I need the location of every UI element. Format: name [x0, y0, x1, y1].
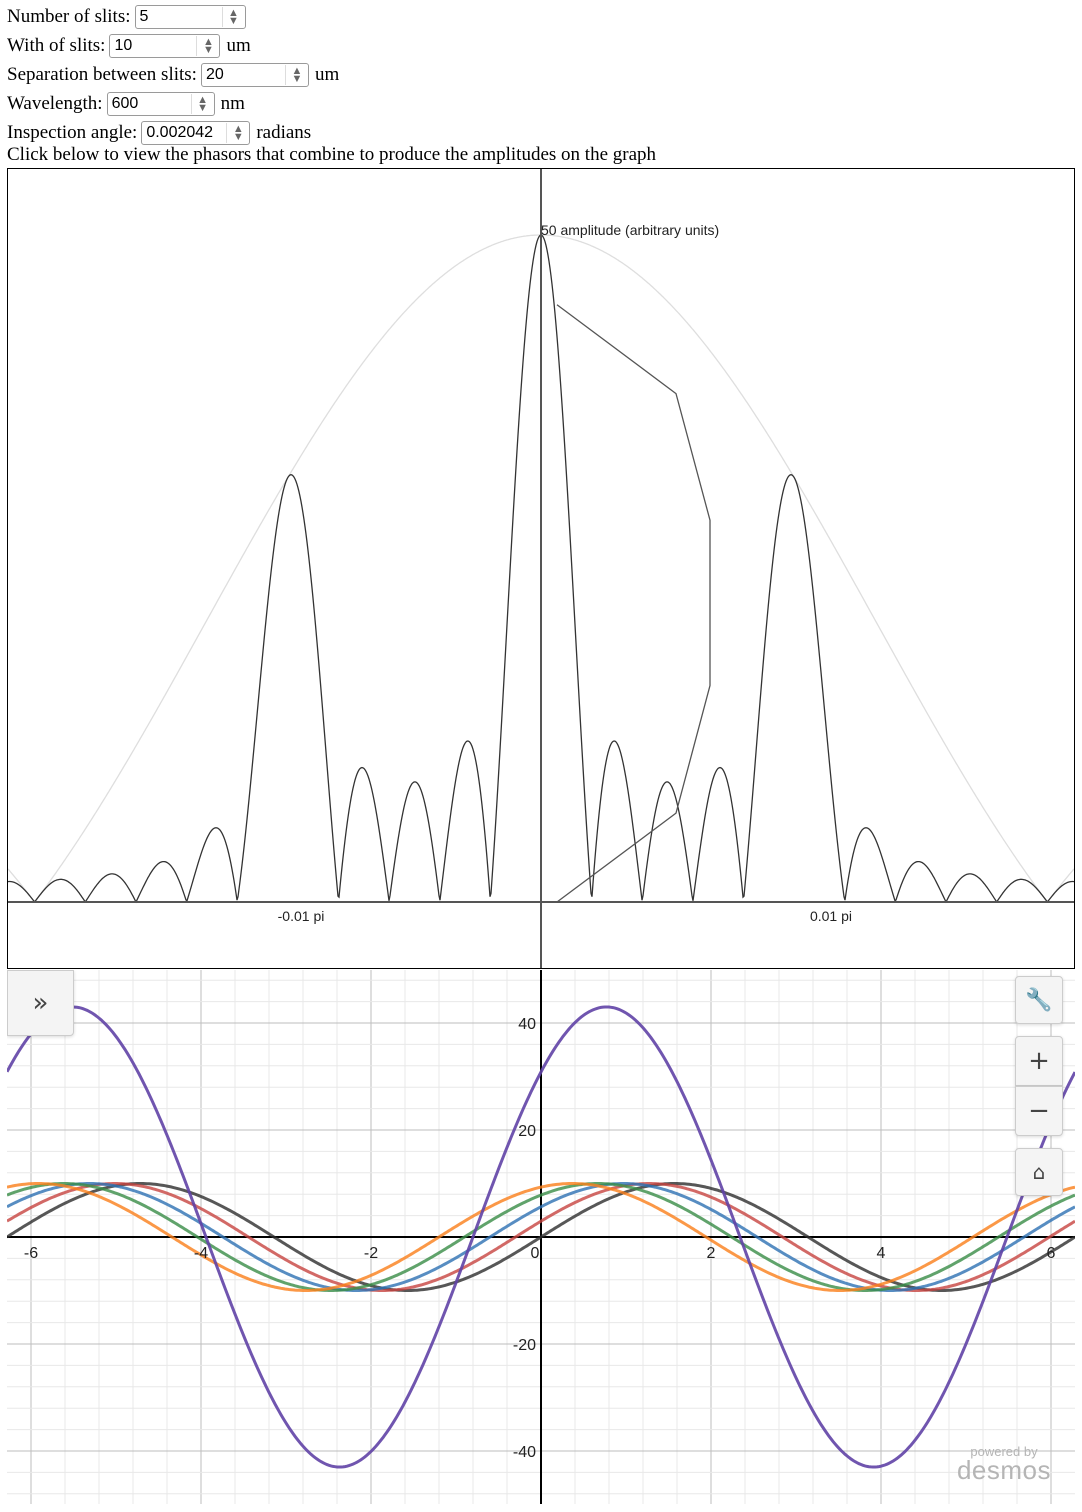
width-row: With of slits: 10 ▲ ▼ um	[7, 31, 1077, 60]
plus-icon: +	[1028, 1046, 1050, 1076]
grid-lines	[7, 970, 1075, 1504]
width-input[interactable]: 10 ▲ ▼	[109, 33, 221, 58]
wavelength-input[interactable]: 600 ▲ ▼	[106, 91, 215, 116]
y-tick-label: 40	[518, 1016, 536, 1033]
y-axis-label: 50 amplitude (arbitrary units)	[541, 222, 719, 238]
x-tick-label: 0	[531, 1245, 540, 1262]
width-value: 10	[114, 36, 133, 54]
zoom-out-button[interactable]: −	[1015, 1086, 1063, 1136]
phasor-chain	[556, 304, 711, 903]
angle-spinner-icon[interactable]: ▲ ▼	[226, 122, 249, 143]
diffraction-pattern-graph[interactable]: 50 amplitude (arbitrary units) -0.01 pi …	[7, 168, 1075, 969]
wave-curve-1	[7, 1182, 1075, 1292]
settings-button[interactable]: 🔧	[1015, 976, 1063, 1024]
separation-row: Separation between slits: 20 ▲ ▼ um	[7, 60, 1077, 89]
desmos-brand: desmos	[956, 1455, 1051, 1485]
y-tick-label: -40	[513, 1444, 536, 1461]
wrench-icon: 🔧	[1025, 987, 1053, 1013]
width-label: With of slits:	[7, 34, 106, 56]
controls-panel: Number of slits: 5 ▲ ▼ With of slits: 10 …	[7, 2, 1077, 147]
home-button[interactable]: ⌂	[1015, 1148, 1063, 1196]
x-tick-left: -0.01 pi	[278, 908, 325, 924]
separation-value: 20	[205, 65, 224, 83]
angle-label: Inspection angle:	[7, 121, 138, 143]
wave-curves	[7, 1005, 1075, 1469]
wavelength-label: Wavelength:	[7, 92, 103, 114]
separation-unit: um	[314, 63, 340, 85]
wave-curve-4	[7, 1182, 1075, 1292]
slits-row: Number of slits: 5 ▲ ▼	[7, 2, 1077, 31]
angle-input[interactable]: 0.002042 ▲ ▼	[141, 120, 251, 145]
x-tick-label: 4	[877, 1245, 886, 1262]
expand-expressions-button[interactable]: »	[7, 970, 74, 1036]
minus-icon: −	[1028, 1096, 1050, 1126]
separation-label: Separation between slits:	[7, 63, 197, 85]
slits-value: 5	[139, 7, 149, 25]
x-tick-label: 2	[707, 1245, 716, 1262]
wave-curve-5	[7, 1182, 1075, 1292]
home-icon: ⌂	[1032, 1160, 1046, 1184]
separation-spinner-icon[interactable]: ▲ ▼	[284, 64, 308, 85]
zoom-in-button[interactable]: +	[1015, 1036, 1063, 1086]
desmos-logo[interactable]: powered by desmos	[956, 1444, 1051, 1485]
angle-unit: radians	[256, 121, 312, 143]
separation-input[interactable]: 20 ▲ ▼	[200, 62, 309, 87]
powered-by-label: powered by	[970, 1444, 1038, 1459]
phasor-hint: Click below to view the phasors that com…	[7, 144, 657, 165]
slits-label: Number of slits:	[7, 5, 131, 27]
y-tick-label: -20	[513, 1337, 536, 1354]
angle-value: 0.002042	[146, 123, 214, 141]
wavelength-unit: nm	[220, 92, 245, 114]
width-unit: um	[226, 34, 251, 56]
angle-row: Inspection angle: 0.002042 ▲ ▼ radians	[7, 118, 1077, 147]
y-tick-label: 20	[518, 1123, 536, 1140]
slits-spinner-icon[interactable]: ▲ ▼	[221, 6, 245, 27]
wavelength-row: Wavelength: 600 ▲ ▼ nm	[7, 89, 1077, 118]
x-tick-label: -2	[364, 1245, 378, 1262]
wavelength-spinner-icon[interactable]: ▲ ▼	[190, 93, 214, 114]
x-tick-label: 6	[1047, 1245, 1056, 1262]
desmos-phasor-graph[interactable]: -6 -4 -2 0 2 4 6 40 20 -20 -40 » 🔧 + − ⌂ powered b…	[7, 970, 1075, 1504]
wave-curve-3	[7, 1182, 1075, 1292]
slits-input[interactable]: 5 ▲ ▼	[134, 4, 246, 29]
wavelength-value: 600	[111, 94, 139, 112]
wave-curve-6	[7, 1005, 1075, 1469]
diffraction-pattern-svg[interactable]: 50 amplitude (arbitrary units) -0.01 pi …	[7, 169, 1075, 968]
x-tick-label: -6	[24, 1245, 38, 1262]
width-spinner-icon[interactable]: ▲ ▼	[196, 35, 219, 56]
x-tick-right: 0.01 pi	[810, 908, 852, 924]
x-tick-label: -4	[194, 1245, 208, 1262]
double-chevron-right-icon: »	[32, 988, 49, 1018]
